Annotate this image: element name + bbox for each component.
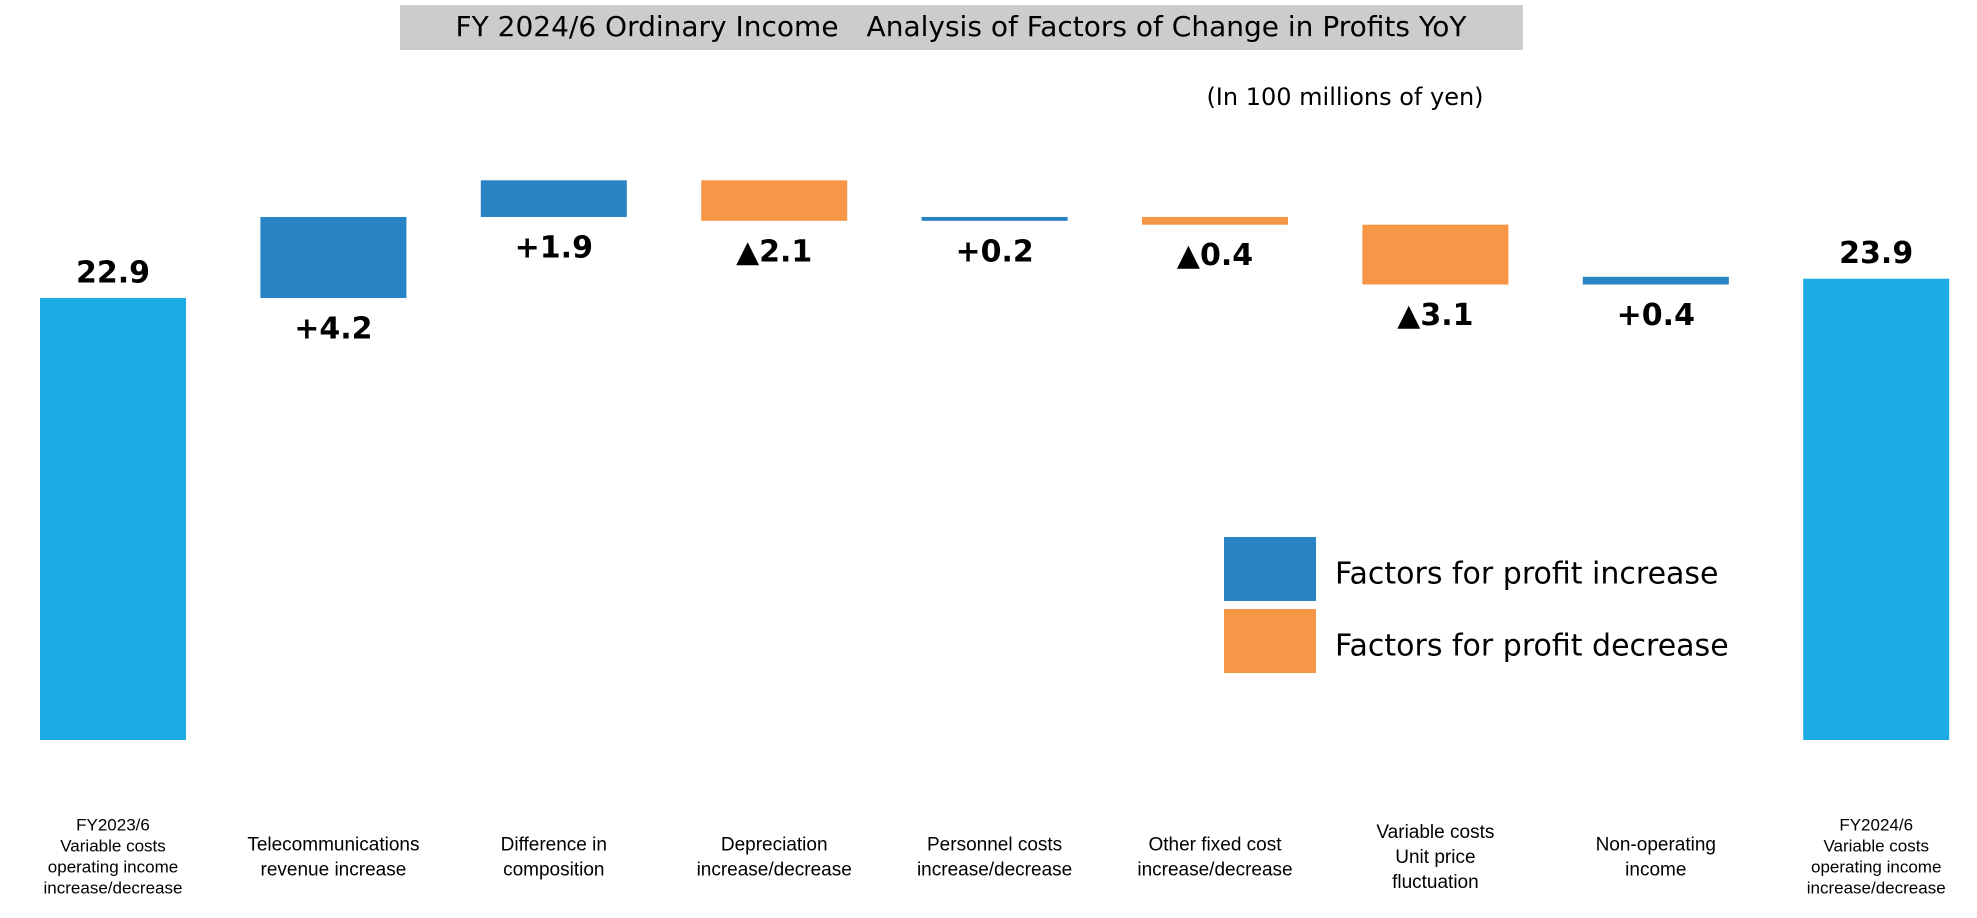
x-tick-label-line: Difference in xyxy=(501,835,607,856)
subtitle: (In 100 millions of yen) xyxy=(1206,83,1483,111)
legend-swatch xyxy=(1224,537,1316,601)
x-tick-label: Other fixed cost increase/decrease xyxy=(1137,835,1292,881)
x-tick-label-line: FY2024/6 xyxy=(1839,816,1913,835)
x-tick-label: Non-operating income xyxy=(1596,835,1716,881)
legend-swatch xyxy=(1224,609,1316,673)
x-tick-label-line: Depreciation xyxy=(721,835,828,856)
legend-label: Factors for profit increase xyxy=(1335,557,1719,592)
x-tick-label-line: Variable costs xyxy=(1823,837,1929,856)
x-tick-label: FY2023/6 Variable costs operating income in… xyxy=(44,816,183,898)
x-tick-label-line: fluctuation xyxy=(1392,872,1479,893)
value-label: +0.4 xyxy=(1617,298,1695,333)
x-tick-label-line: increase/decrease xyxy=(44,879,183,898)
value-label: ▲2.1 xyxy=(736,234,812,269)
x-tick-label-line: Personnel costs xyxy=(927,835,1062,856)
x-tick-label: Difference in composition xyxy=(501,835,607,881)
chart-title: FY 2024/6 Ordinary Income Analysis of Fa… xyxy=(456,10,1468,43)
x-tick-label-line: Telecommunications xyxy=(247,835,419,856)
x-tick-label-line: Variable costs xyxy=(60,837,166,856)
value-label: +1.9 xyxy=(515,230,593,265)
bar xyxy=(1142,216,1288,225)
x-tick-label: Telecommunications revenue increase xyxy=(247,835,419,881)
title-box xyxy=(400,5,1523,50)
bar xyxy=(480,180,627,217)
x-tick-label-line: income xyxy=(1625,860,1686,881)
x-tick-label: Depreciation increase/decrease xyxy=(697,835,852,881)
bar xyxy=(1362,224,1509,285)
value-label: ▲3.1 xyxy=(1397,298,1473,333)
x-tick-label-line: increase/decrease xyxy=(1137,860,1292,881)
x-tick-label: FY2024/6 Variable costs operating income in… xyxy=(1807,816,1946,898)
value-label: 22.9 xyxy=(76,256,150,291)
x-tick-label: Personnel costs increase/decrease xyxy=(917,835,1072,881)
value-label: +4.2 xyxy=(294,312,372,347)
x-tick-label-line: composition xyxy=(503,860,604,881)
x-tick-label-line: Non-operating xyxy=(1596,835,1716,856)
value-label: +0.2 xyxy=(955,234,1033,269)
x-tick-label-line: revenue increase xyxy=(261,860,407,881)
x-tick-label-line: Variable costs xyxy=(1376,822,1494,843)
bar xyxy=(701,180,848,221)
x-tick-label-line: FY2023/6 xyxy=(76,816,150,835)
x-tick-label-line: increase/decrease xyxy=(917,860,1072,881)
x-tick-label-line: Unit price xyxy=(1395,847,1475,868)
bar xyxy=(1582,276,1729,285)
bar xyxy=(260,216,407,299)
x-tick-label-line: operating income xyxy=(1811,858,1941,877)
x-tick-label-line: Other fixed cost xyxy=(1148,835,1282,856)
value-label: 23.9 xyxy=(1839,236,1913,271)
x-tick-label: Variable costs Unit price fluctuation xyxy=(1376,822,1494,893)
x-tick-label-line: increase/decrease xyxy=(1807,879,1946,898)
value-label: ▲0.4 xyxy=(1177,238,1253,273)
x-tick-label-line: increase/decrease xyxy=(697,860,852,881)
legend-label: Factors for profit decrease xyxy=(1335,629,1729,664)
bar xyxy=(1803,278,1950,740)
bar xyxy=(921,216,1068,221)
x-tick-label-line: operating income xyxy=(48,858,178,877)
bar xyxy=(40,298,186,740)
